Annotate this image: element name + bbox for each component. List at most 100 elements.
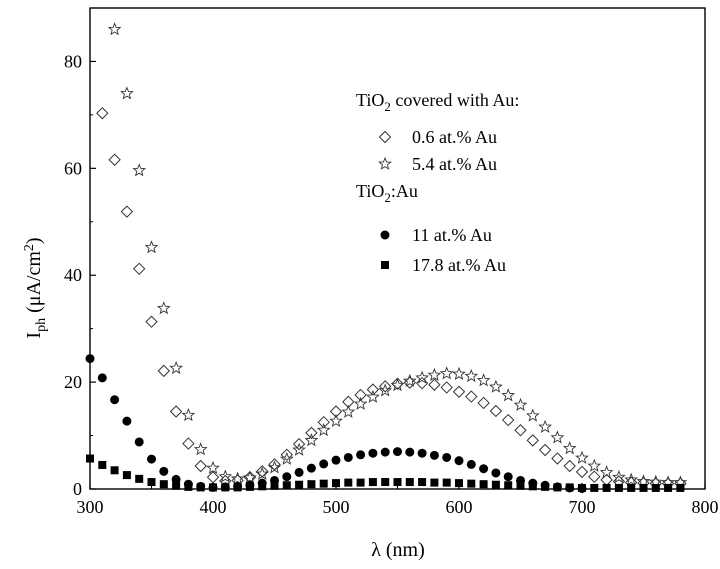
point-5-4-au	[107, 22, 122, 36]
point-11-au	[171, 474, 181, 484]
legend-marker-17-8-au	[381, 261, 389, 269]
point-17-8-au	[295, 480, 304, 489]
point-17-8-au	[258, 482, 267, 491]
point-0-6-au	[157, 364, 171, 378]
legend-group-title-covered-post: covered with Au:	[391, 90, 519, 110]
point-5-4-au	[538, 419, 552, 433]
y-axis-title-unit-end: )	[23, 237, 45, 244]
point-0-6-au	[317, 415, 330, 429]
point-11-au	[122, 416, 132, 426]
point-0-6-au	[169, 405, 183, 418]
point-5-4-au	[144, 240, 159, 254]
point-5-4-au	[366, 389, 380, 403]
point-17-8-au	[196, 483, 205, 492]
point-0-6-au	[551, 452, 564, 465]
legend-marker-5-4-au	[378, 156, 392, 170]
point-11-au	[429, 450, 439, 460]
point-17-8-au	[664, 483, 673, 492]
point-11-au	[134, 437, 144, 447]
series-5-4-au	[107, 22, 688, 489]
point-17-8-au	[356, 478, 365, 487]
point-5-4-au	[279, 451, 294, 465]
point-5-4-au	[341, 404, 356, 418]
point-0-6-au	[588, 470, 601, 483]
point-17-8-au	[344, 478, 353, 487]
point-11-au	[147, 454, 156, 464]
point-11-au	[110, 395, 120, 405]
point-5-4-au	[562, 441, 577, 455]
point-0-6-au	[514, 424, 527, 437]
point-0-6-au	[477, 396, 490, 410]
x-tick-label: 500	[323, 497, 350, 517]
point-5-4-au	[452, 366, 466, 380]
point-0-6-au	[440, 381, 453, 394]
point-17-8-au	[270, 481, 279, 490]
y-axis-title: Iph (μA/cm2)	[22, 237, 49, 338]
point-17-8-au	[368, 478, 377, 487]
point-5-4-au	[267, 460, 282, 474]
point-0-6-au	[465, 390, 478, 403]
legend-label-17-8-au: 17.8 at.% Au	[412, 255, 506, 275]
point-0-6-au	[428, 378, 441, 391]
point-5-4-au	[243, 470, 257, 484]
point-5-4-au	[575, 450, 589, 464]
point-5-4-au	[120, 86, 134, 100]
y-axis-title-sub: ph	[34, 318, 49, 332]
point-0-6-au	[280, 448, 294, 462]
point-17-8-au	[479, 480, 488, 489]
legend: TiO2 covered with Au: 0.6 at.% Au 5.4 at…	[356, 90, 519, 275]
point-5-4-au	[132, 163, 147, 177]
point-5-4-au	[587, 458, 602, 472]
point-17-8-au	[393, 478, 402, 487]
point-0-6-au	[342, 395, 355, 409]
point-0-6-au	[206, 471, 220, 484]
legend-label-0-6-au: 0.6 at.% Au	[412, 127, 497, 147]
point-17-8-au	[282, 481, 291, 490]
point-17-8-au	[307, 480, 316, 489]
point-0-6-au	[538, 443, 552, 457]
point-0-6-au	[366, 383, 380, 396]
x-axis-title: λ (nm)	[371, 539, 425, 561]
point-5-4-au	[525, 408, 540, 422]
point-17-8-au	[159, 480, 168, 489]
point-17-8-au	[245, 482, 254, 491]
point-5-4-au	[464, 368, 479, 383]
point-5-4-au	[193, 442, 208, 456]
point-17-8-au	[135, 474, 144, 483]
legend-marker-11-au	[380, 230, 390, 240]
point-17-8-au	[122, 471, 131, 480]
series-0-6-au	[96, 107, 687, 490]
point-11-au	[393, 447, 402, 457]
y-tick-label: 40	[64, 265, 82, 285]
point-0-6-au	[489, 404, 503, 418]
point-17-8-au	[442, 478, 451, 487]
point-11-au	[466, 459, 476, 469]
point-5-4-au	[513, 397, 528, 411]
y-axis-title-main: I	[23, 332, 45, 339]
point-5-4-au	[329, 413, 343, 427]
data-marks	[85, 22, 688, 493]
point-17-8-au	[184, 482, 193, 491]
y-tick-label: 0	[73, 479, 82, 499]
point-0-6-au	[378, 380, 392, 393]
point-5-4-au	[304, 433, 319, 447]
point-5-4-au	[489, 379, 503, 393]
legend-group-title-covered-sub: 2	[384, 99, 391, 114]
point-17-8-au	[491, 480, 500, 489]
point-17-8-au	[381, 478, 390, 487]
point-11-au	[306, 463, 316, 473]
point-11-au	[356, 450, 366, 460]
point-0-6-au	[96, 107, 109, 120]
point-17-8-au	[553, 483, 562, 492]
legend-marker-5-4-au	[378, 156, 392, 170]
point-0-6-au	[120, 205, 134, 218]
point-17-8-au	[541, 482, 550, 491]
point-5-4-au	[612, 470, 626, 484]
point-0-6-au	[501, 413, 515, 427]
point-11-au	[405, 447, 415, 457]
x-tick-label: 400	[200, 497, 227, 517]
point-17-8-au	[676, 483, 685, 492]
legend-group-title-doped: TiO2:Au	[356, 181, 418, 205]
point-0-6-au	[182, 437, 195, 450]
